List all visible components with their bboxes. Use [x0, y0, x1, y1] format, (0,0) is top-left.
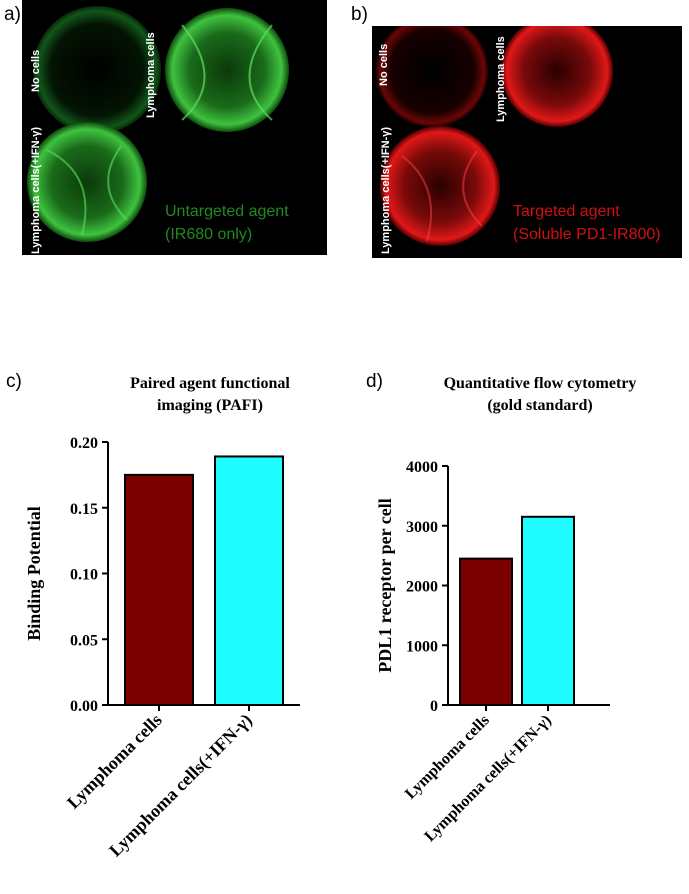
- chart-c-title: Paired agent functional imaging (PAFI): [100, 373, 320, 417]
- bar: [124, 473, 194, 706]
- panel-a-label-no-cells: No cells: [30, 49, 42, 92]
- panel-b-label-no-cells: No cells: [378, 43, 390, 86]
- y-tick-label: 4000: [406, 459, 438, 476]
- chart-d-title-line1: Quantitative flow cytometry: [443, 375, 637, 392]
- well-lymphoma-ifn: [27, 122, 147, 242]
- x-tick-label: Lymphoma cells: [63, 710, 166, 813]
- panel-a-agent-line1: Untargeted agent: [165, 203, 289, 220]
- panel-a-label-lymphoma: Lymphoma cells: [145, 32, 157, 118]
- panel-a-label-lymphoma-ifn: Lymphoma cells(+IFN-γ): [30, 126, 42, 254]
- chart-c-title-line1: Paired agent functional: [130, 375, 290, 392]
- well-lymphoma: [165, 8, 289, 132]
- chart-d: 0 1000 2000 3000 4000 PDL1 receptor per cell L…: [375, 459, 610, 845]
- y-axis-label: PDL1 receptor per cell: [375, 498, 395, 672]
- x-tick-label: Lymphoma cells(+IFN-γ): [421, 712, 554, 845]
- panel-a-agent-line2: (IR680 only): [165, 226, 253, 243]
- chart-d-title-line2: (gold standard): [487, 397, 593, 414]
- panel-a-letter: a): [4, 4, 21, 25]
- panel-b-wells: [376, 26, 613, 246]
- y-tick-label: 0.10: [70, 567, 98, 584]
- panel-b-agent-line2: (Soluble PD1-IR800): [513, 226, 661, 243]
- y-tick-label: 0: [430, 698, 438, 715]
- y-tick-label: 0.05: [70, 632, 98, 649]
- y-tick-label: 0.20: [70, 435, 98, 452]
- y-tick-label: 1000: [406, 638, 438, 655]
- panel-b-letter: b): [351, 4, 368, 25]
- y-tick-label: 0.00: [70, 698, 98, 715]
- chart-c-title-line2: imaging (PAFI): [157, 397, 263, 414]
- panel-c-letter: c): [6, 371, 22, 392]
- panel-b-label-lymphoma: Lymphoma cells: [495, 36, 507, 122]
- y-tick-label: 0.15: [70, 501, 98, 518]
- well-lymphoma: [501, 26, 613, 127]
- bar: [459, 557, 513, 706]
- panel-b-agent-line1: Targeted agent: [513, 203, 620, 220]
- panel-b-label-lymphoma-ifn: Lymphoma cells(+IFN-γ): [380, 126, 392, 254]
- bar: [214, 455, 284, 707]
- panel-b-fluorescence-image: [372, 26, 682, 258]
- chart-d-title: Quantitative flow cytometry (gold standa…: [420, 373, 660, 417]
- panel-a-fluorescence-image: [22, 0, 327, 255]
- panel-d-letter: d): [366, 371, 383, 392]
- bar: [521, 515, 575, 706]
- well-no-cells: [376, 26, 488, 127]
- well-lymphoma-ifn: [380, 126, 500, 246]
- panel-a-wells: [27, 6, 289, 242]
- y-tick-label: 2000: [406, 579, 438, 596]
- y-axis-label: Binding Potential: [24, 506, 44, 641]
- chart-c: 0.00 0.05 0.10 0.15 0.20 Binding Potential Lym…: [24, 435, 300, 861]
- well-no-cells: [33, 6, 161, 134]
- y-tick-label: 3000: [406, 519, 438, 536]
